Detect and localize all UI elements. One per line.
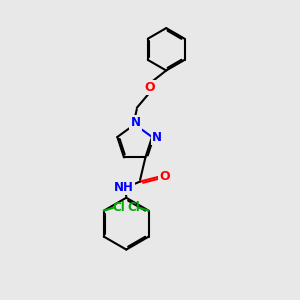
Text: Cl: Cl — [127, 201, 140, 214]
Text: N: N — [130, 116, 141, 129]
Text: NH: NH — [114, 181, 134, 194]
Text: O: O — [160, 170, 170, 183]
Text: O: O — [145, 81, 155, 94]
Text: N: N — [152, 131, 162, 144]
Text: Cl: Cl — [113, 201, 125, 214]
